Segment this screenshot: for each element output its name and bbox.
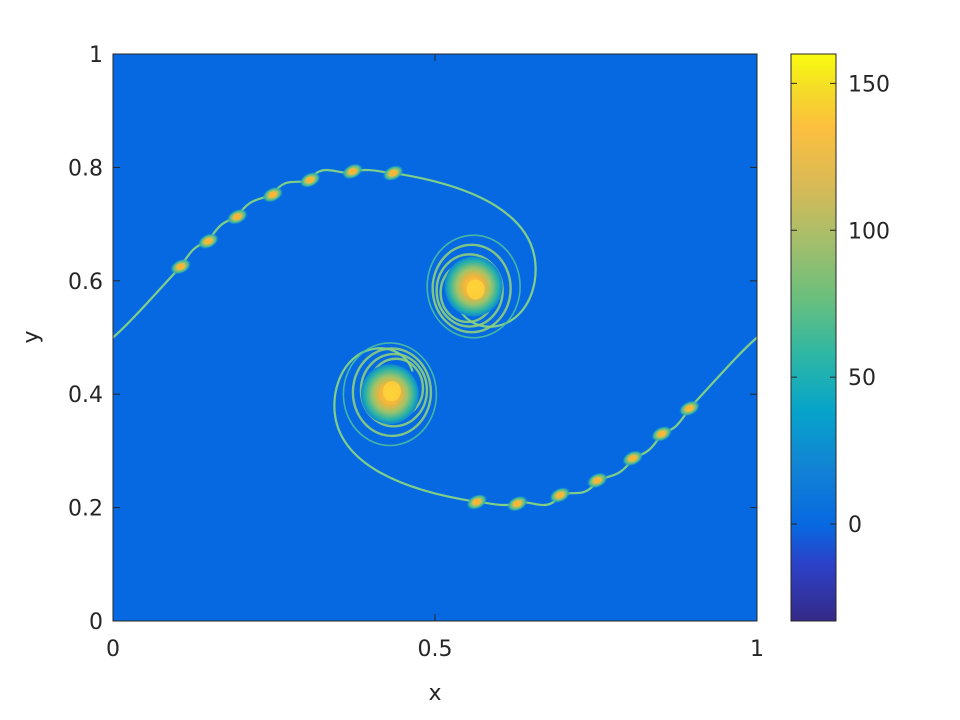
vortex-core-peak bbox=[466, 279, 485, 300]
vortex-ring bbox=[342, 342, 438, 447]
vortex-ring bbox=[426, 234, 521, 339]
y-axis-label: y bbox=[19, 330, 44, 343]
vortex-ring bbox=[431, 243, 512, 334]
plot-area bbox=[113, 54, 757, 621]
x-axis: 0 0.5 1 bbox=[106, 54, 764, 662]
vortex-ring bbox=[359, 352, 429, 428]
vorticity-field bbox=[113, 163, 757, 512]
y-tick-label: 0 bbox=[89, 610, 103, 635]
colorbar-tick-label: 0 bbox=[848, 513, 862, 538]
colorbar-tick-label: 50 bbox=[848, 366, 876, 391]
vortex-ring bbox=[351, 347, 433, 438]
colorbar-ticks: 0 50 100 150 bbox=[791, 72, 890, 538]
small-vortex-core bbox=[268, 191, 277, 198]
small-vortex-core bbox=[348, 168, 357, 175]
y-tick-label: 0.2 bbox=[68, 497, 103, 522]
colorbar-tick-label: 100 bbox=[848, 219, 890, 244]
small-vortex-core bbox=[176, 263, 185, 270]
small-vortex-core bbox=[472, 498, 481, 505]
y-tick-label: 0.6 bbox=[68, 270, 103, 295]
vortex-ring bbox=[435, 253, 504, 328]
small-vortex-core bbox=[306, 176, 315, 183]
small-vortex-core bbox=[657, 430, 666, 437]
small-vortex-core bbox=[593, 477, 602, 484]
x-tick-label: 1 bbox=[750, 637, 764, 662]
small-vortex-core bbox=[389, 170, 398, 177]
y-tick-label: 1 bbox=[89, 43, 103, 68]
small-vortex-core bbox=[685, 405, 694, 412]
small-vortex-core bbox=[233, 213, 242, 220]
y-tick-label: 0.4 bbox=[68, 383, 103, 408]
small-vortex-core bbox=[204, 238, 213, 245]
small-vortex-core bbox=[513, 500, 522, 507]
small-vortex-core bbox=[555, 492, 564, 499]
small-vortex-core bbox=[628, 455, 637, 462]
x-axis-label: x bbox=[428, 681, 441, 706]
colorbar-tick-label: 150 bbox=[848, 72, 890, 97]
x-tick-label: 0.5 bbox=[418, 637, 453, 662]
vortex-core-peak bbox=[382, 381, 401, 402]
y-axis: 0 0.2 0.4 0.6 0.8 1 bbox=[68, 43, 757, 635]
y-tick-label: 0.8 bbox=[68, 156, 103, 181]
colorbar bbox=[790, 53, 837, 622]
x-tick-label: 0 bbox=[106, 637, 120, 662]
